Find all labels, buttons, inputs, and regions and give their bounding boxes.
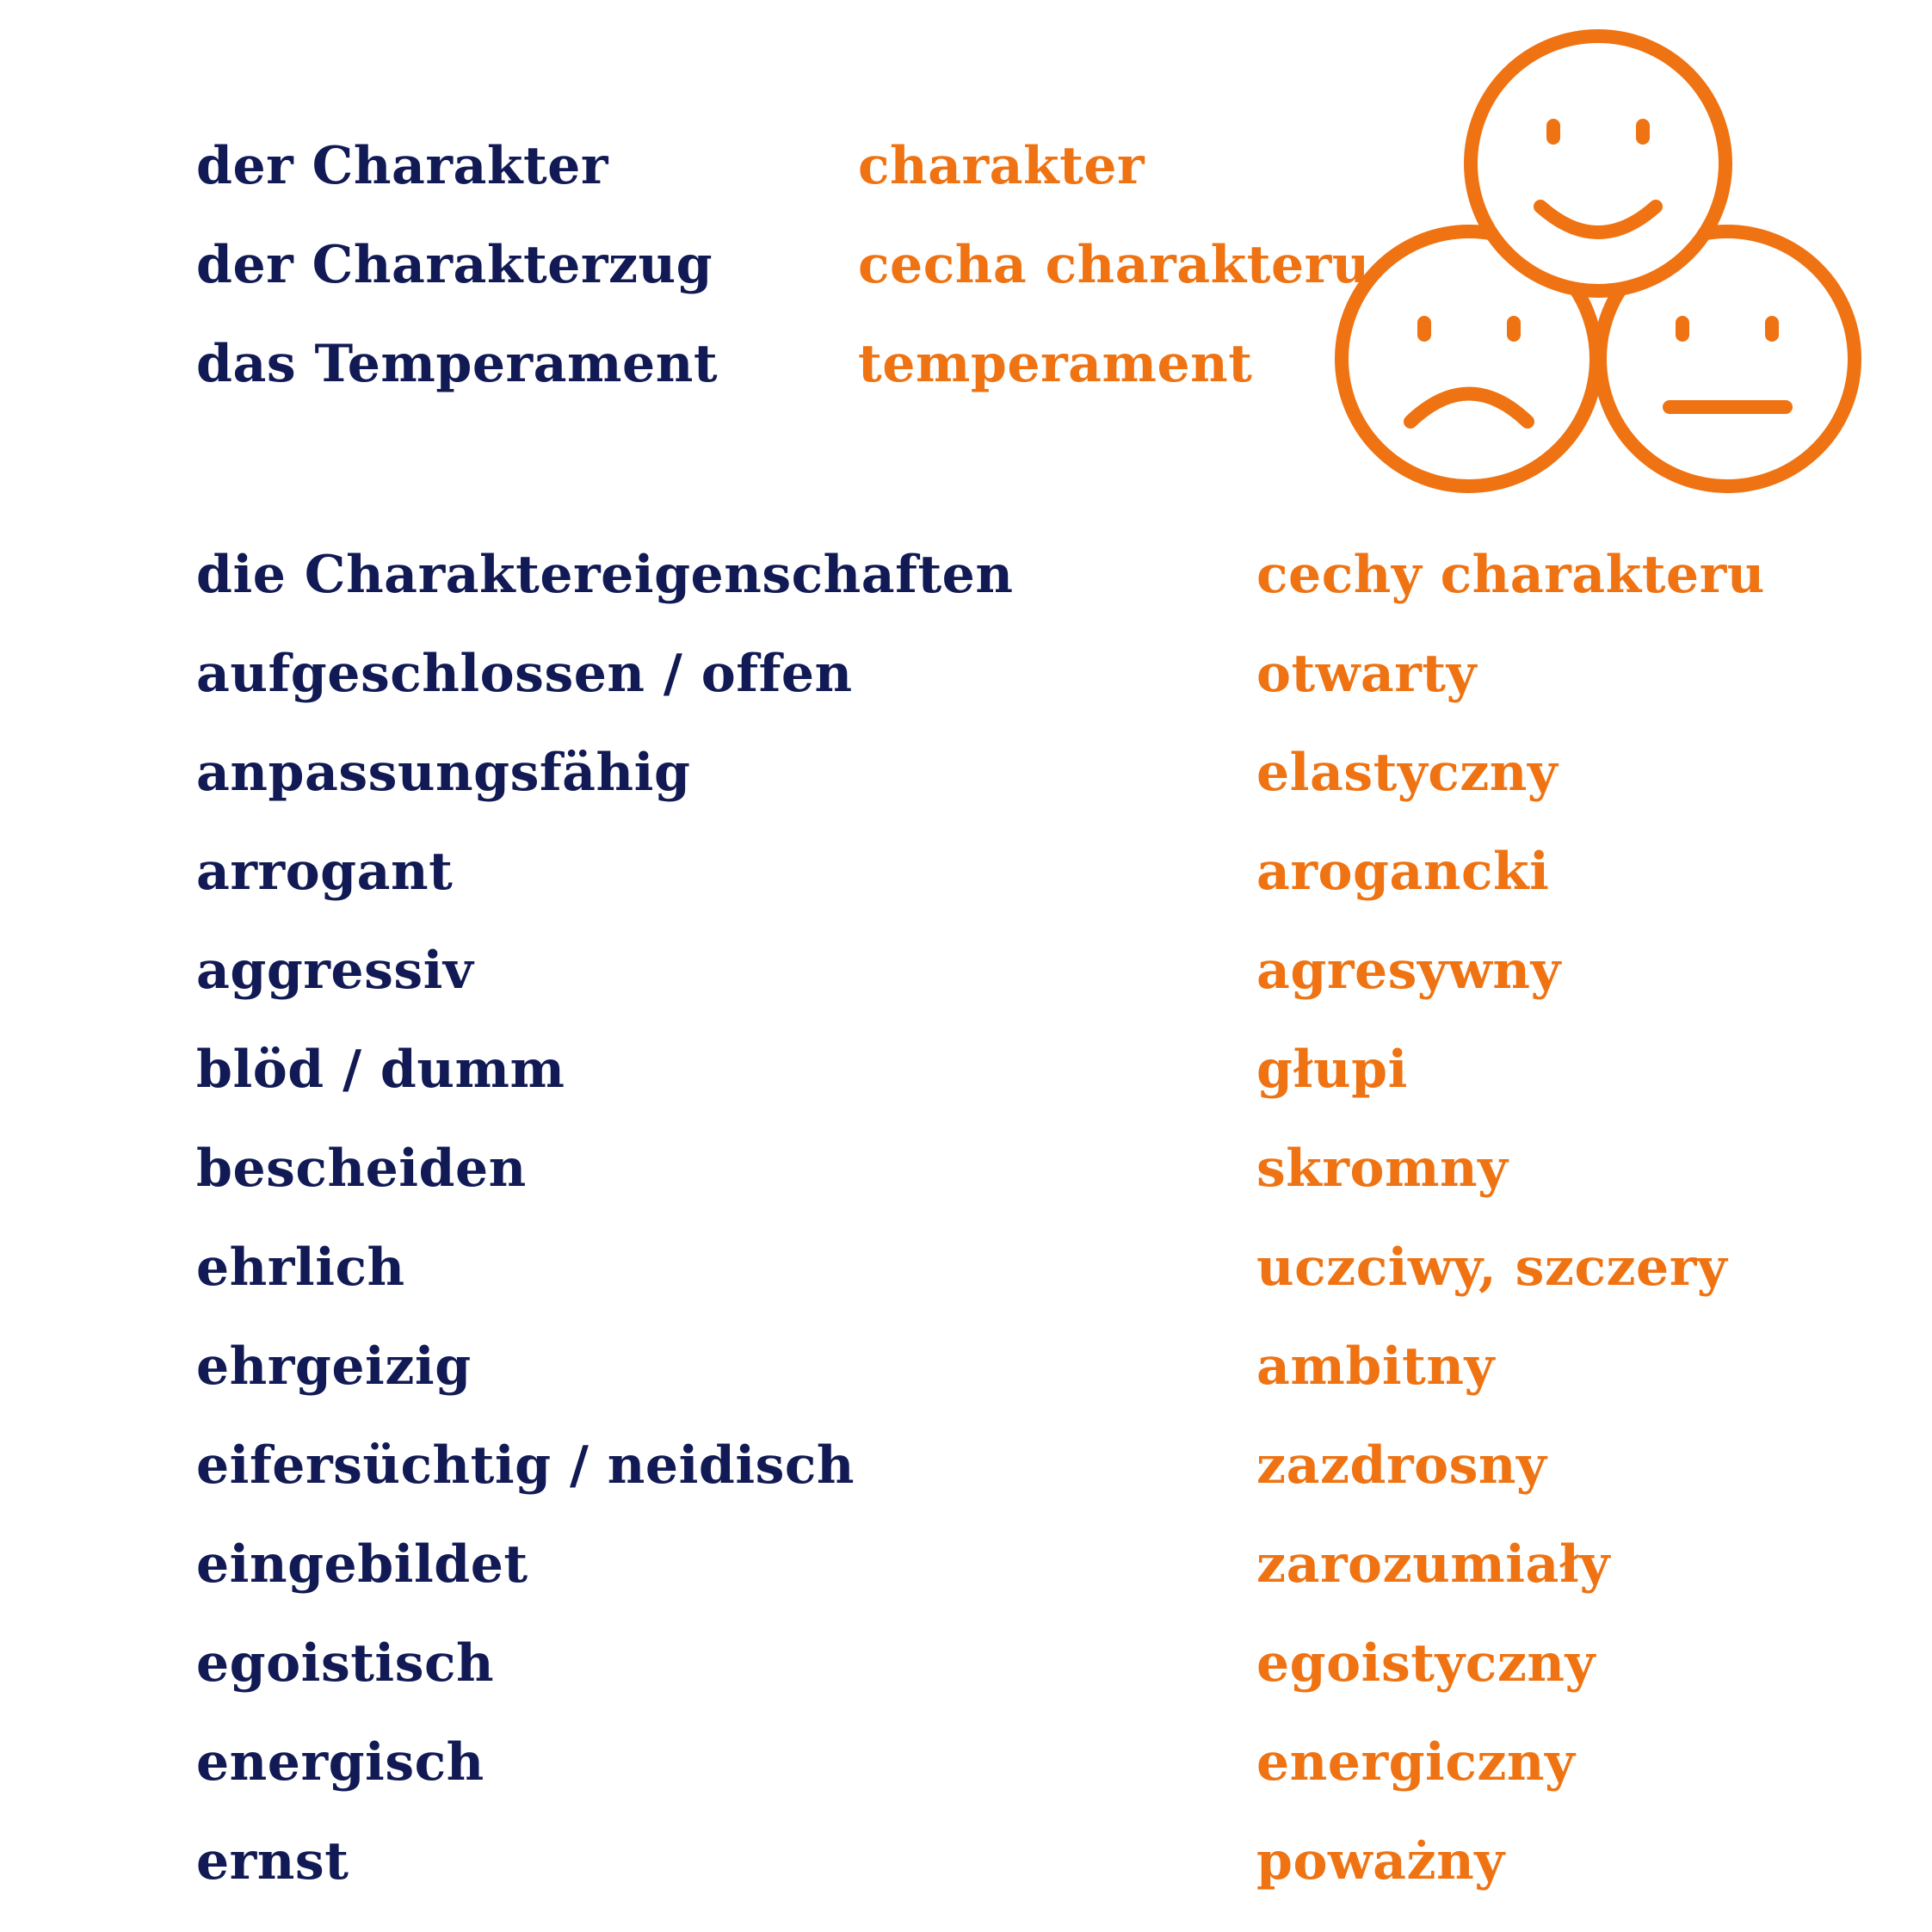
trait-de: energisch — [196, 1732, 485, 1793]
term-de: das Temperament — [196, 334, 719, 394]
happy-face-icon — [1464, 29, 1732, 298]
trait-pl: otwarty — [1256, 644, 1477, 704]
trait-pl: poważny — [1256, 1831, 1505, 1892]
trait-de: ehrlich — [196, 1238, 405, 1298]
trait-pl: agresywny — [1256, 941, 1561, 1001]
trait-de: anpassungsfähig — [196, 743, 691, 803]
term-de: der Charakterzug — [196, 235, 713, 295]
trait-pl: arogancki — [1256, 842, 1550, 902]
trait-pl: zarozumiały — [1256, 1534, 1610, 1595]
trait-pl: zazdrosny — [1256, 1435, 1547, 1496]
trait-pl: ambitny — [1256, 1336, 1495, 1397]
term-de: der Charakter — [196, 136, 608, 196]
trait-de: egoistisch — [196, 1633, 495, 1694]
trait-de: aggressiv — [196, 941, 474, 1001]
trait-pl: głupi — [1256, 1040, 1408, 1100]
trait-de: eingebildet — [196, 1534, 528, 1595]
trait-pl: uczciwy, szczery — [1256, 1238, 1728, 1298]
trait-pl: elastyczny — [1256, 743, 1559, 803]
trait-de: aufgeschlossen / offen — [196, 644, 853, 704]
emotion-faces-icon — [1335, 29, 1861, 493]
term-pl: charakter — [858, 136, 1145, 196]
trait-de: arrogant — [196, 842, 454, 902]
trait-de: ehrgeizig — [196, 1336, 472, 1397]
trait-pl: energiczny — [1256, 1732, 1576, 1793]
trait-header-pl: cechy charakteru — [1256, 545, 1765, 605]
trait-de: blöd / dumm — [196, 1040, 565, 1100]
term-pl: temperament — [858, 334, 1253, 394]
trait-de: bescheiden — [196, 1139, 527, 1199]
trait-de: eifersüchtig / neidisch — [196, 1435, 855, 1496]
trait-pl: skromny — [1256, 1139, 1509, 1199]
trait-de: ernst — [196, 1831, 349, 1892]
neutral-face-icon — [1593, 225, 1861, 493]
term-pl: cecha charakteru — [858, 235, 1370, 295]
trait-pl: egoistyczny — [1256, 1633, 1596, 1694]
trait-header-de: die Charaktereigenschaften — [196, 545, 1014, 605]
